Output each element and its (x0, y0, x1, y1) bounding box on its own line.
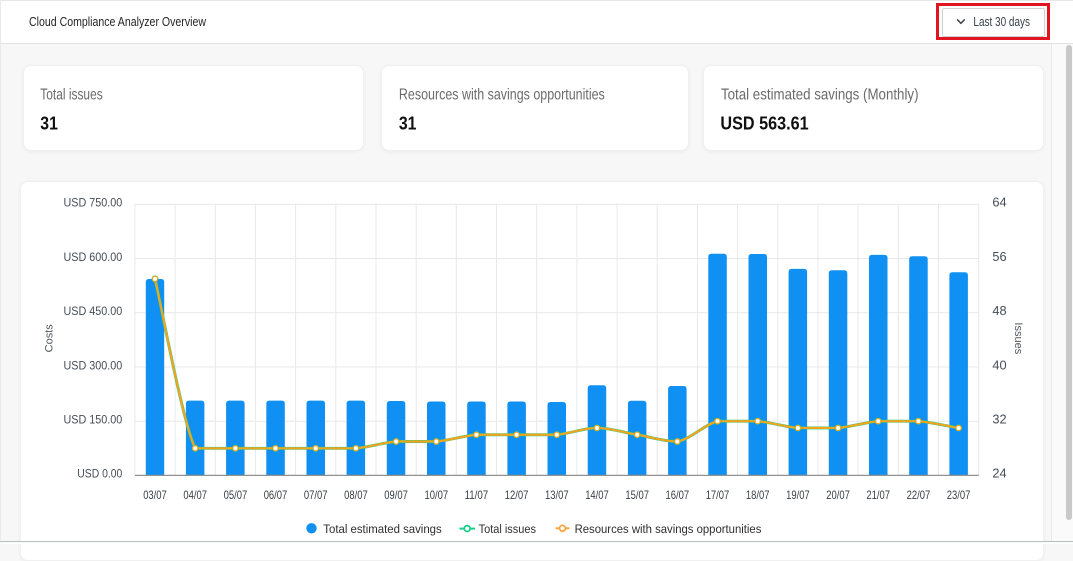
svg-text:21/07: 21/07 (866, 488, 890, 502)
svg-text:06/07: 06/07 (264, 488, 288, 502)
svg-text:15/07: 15/07 (625, 488, 649, 502)
svg-text:03/07: 03/07 (143, 488, 167, 502)
svg-text:31: 31 (399, 113, 417, 133)
svg-text:16/07: 16/07 (666, 488, 690, 502)
svg-text:05/07: 05/07 (224, 488, 248, 502)
svg-text:Total estimated savings: Total estimated savings (323, 522, 441, 536)
svg-text:13/07: 13/07 (545, 488, 569, 502)
svg-text:Costs: Costs (44, 324, 56, 353)
svg-text:40: 40 (992, 357, 1006, 372)
svg-text:Issues: Issues (1012, 322, 1024, 354)
svg-text:11/07: 11/07 (465, 488, 489, 502)
svg-text:64: 64 (992, 195, 1006, 210)
svg-text:USD 0.00: USD 0.00 (77, 468, 122, 481)
svg-text:Total estimated savings (Month: Total estimated savings (Monthly) (721, 87, 919, 104)
svg-text:31: 31 (40, 113, 58, 133)
svg-text:09/07: 09/07 (384, 488, 408, 502)
svg-text:Total issues: Total issues (40, 87, 103, 104)
svg-text:10/07: 10/07 (425, 488, 449, 502)
svg-text:07/07: 07/07 (304, 488, 328, 502)
svg-text:22/07: 22/07 (907, 488, 931, 502)
svg-text:08/07: 08/07 (344, 488, 368, 502)
svg-text:17/07: 17/07 (706, 488, 730, 502)
svg-text:Resources with savings opportu: Resources with savings opportunities (575, 522, 762, 536)
svg-text:18/07: 18/07 (746, 488, 770, 502)
svg-text:Resources with savings opportu: Resources with savings opportunities (399, 87, 605, 104)
svg-text:USD 750.00: USD 750.00 (64, 197, 123, 210)
svg-text:Last 30 days: Last 30 days (973, 14, 1030, 29)
svg-text:USD 150.00: USD 150.00 (64, 414, 123, 427)
svg-text:USD 563.61: USD 563.61 (720, 113, 808, 133)
svg-text:USD 600.00: USD 600.00 (64, 251, 123, 264)
svg-text:USD 300.00: USD 300.00 (64, 359, 123, 372)
svg-text:19/07: 19/07 (786, 488, 810, 502)
svg-text:USD 450.00: USD 450.00 (64, 305, 123, 318)
svg-text:12/07: 12/07 (505, 488, 529, 502)
svg-text:48: 48 (992, 303, 1006, 318)
svg-text:56: 56 (992, 249, 1006, 264)
svg-text:32: 32 (992, 412, 1006, 427)
svg-text:Cloud Compliance Analyzer Over: Cloud Compliance Analyzer Overview (29, 14, 207, 29)
svg-text:Total issues: Total issues (479, 522, 536, 536)
svg-text:24: 24 (992, 466, 1006, 481)
svg-text:14/07: 14/07 (585, 488, 609, 502)
svg-text:20/07: 20/07 (826, 488, 850, 502)
svg-text:04/07: 04/07 (183, 488, 207, 502)
svg-text:23/07: 23/07 (947, 488, 971, 502)
